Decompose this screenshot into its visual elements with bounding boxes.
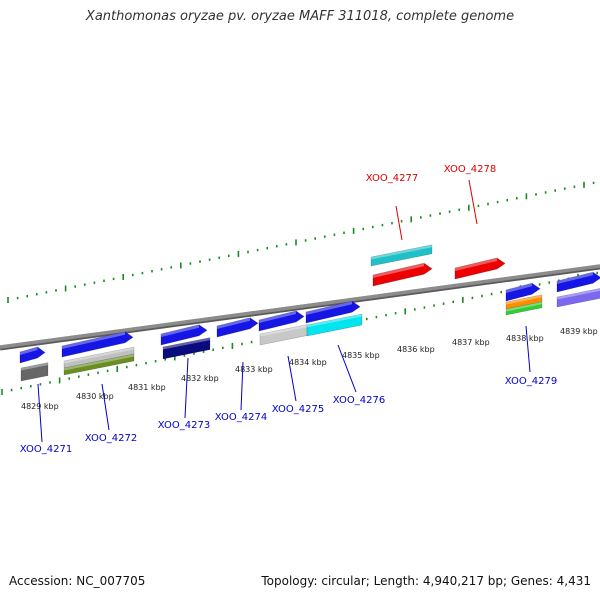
gene-leader-line [525, 325, 531, 373]
gene-arrow-highlight [455, 258, 497, 271]
tick-label: 4831 kbp [128, 383, 166, 392]
gene-feature-bar-highlight [557, 288, 600, 300]
gene-arrow [19, 346, 46, 364]
gene-arrow-highlight [62, 331, 125, 349]
gene-arrow [61, 331, 134, 358]
gene-xoo-4274 [216, 317, 259, 338]
gene-feature-bar-highlight [64, 354, 134, 371]
gene-xoo-4279 [505, 282, 543, 316]
gene-leader-line [184, 357, 189, 419]
gene-labels: XOO_4271 XOO_4272 XOO_4273 XOO_4274 XOO_4275… [20, 164, 557, 455]
gene-label: XOO_4276 [333, 395, 385, 406]
gene-feature-bar-highlight [506, 301, 542, 312]
gene-feature-bar [505, 301, 543, 316]
gene-feature-bar [162, 337, 211, 360]
gene-leader-line [287, 355, 297, 402]
gene-arrow-highlight [259, 311, 296, 323]
accession-text: Accession: NC_007705 [9, 574, 146, 588]
tick-label: 4839 kbp [560, 327, 598, 336]
gene-track [19, 244, 600, 382]
gene-feature-bar-highlight [21, 362, 48, 371]
gene-feature-bar [63, 353, 135, 376]
gene-leader-line [395, 205, 403, 241]
gene-partial [556, 271, 600, 308]
tick-label: 4836 kbp [397, 345, 435, 354]
gene-label: XOO_4277 [366, 173, 418, 184]
gene-feature-bar-highlight [371, 244, 432, 260]
tick-label: 4838 kbp [506, 334, 544, 343]
gene-arrow-highlight [306, 301, 352, 315]
gene-arrow [556, 271, 600, 293]
gene-arrow [505, 282, 541, 302]
gene-feature-bar [370, 244, 433, 267]
gene-arrow [454, 257, 506, 280]
gene-leader-line [101, 383, 110, 431]
map-title: Xanthomonas oryzae pv. oryzae MAFF 31101… [85, 9, 515, 24]
gene-label: XOO_4278 [444, 164, 496, 175]
gene-arrow-highlight [20, 347, 38, 355]
backbone-line [0, 264, 600, 349]
gene-leader-line [240, 361, 244, 411]
gene-leader-line [337, 344, 357, 393]
tick-label: 4832 kbp [181, 374, 219, 383]
topology-text: Topology: circular; Length: 4,940,217 bp… [261, 574, 591, 588]
gene-xoo-4275 [258, 310, 308, 346]
gene-label: XOO_4271 [20, 444, 72, 455]
gene-label: XOO_4272 [85, 433, 137, 444]
gene-label: XOO_4279 [505, 376, 557, 387]
gene-leader-line [37, 383, 43, 443]
gene-xoo-4276 [305, 300, 363, 337]
tick-label: 4830 kbp [76, 392, 114, 401]
gene-feature-bar-highlight [506, 294, 542, 305]
gene-label: XOO_4274 [215, 412, 267, 423]
gene-feature-bar [306, 313, 363, 337]
gene-arrow [216, 317, 259, 338]
gene-arrow-highlight [557, 272, 593, 284]
gene-xoo-4272 [61, 331, 135, 376]
gene-xoo-4277 [370, 244, 433, 287]
gene-arrow-highlight [373, 263, 424, 278]
genome-backbone [0, 264, 600, 351]
gene-feature-bar-highlight [307, 314, 362, 328]
gene-feature-bar-highlight [163, 337, 210, 350]
gene-arrow-highlight [217, 317, 250, 329]
gene-feature-bar [556, 288, 600, 308]
gene-arrow [160, 324, 208, 346]
gene-xoo-4273 [160, 324, 211, 360]
tick-label: 4834 kbp [289, 358, 327, 367]
gene-arrow [372, 262, 433, 287]
gene-xoo-4278 [454, 257, 506, 280]
gene-arrow-highlight [506, 283, 532, 293]
tick-label: 4837 kbp [452, 338, 490, 347]
gene-label: XOO_4273 [158, 420, 210, 431]
tick-label: 4829 kbp [21, 402, 59, 411]
tick-row-top [7, 181, 595, 303]
gene-label: XOO_4275 [272, 404, 324, 415]
gene-arrow [258, 310, 305, 332]
tick-labels: 4829 kbp 4830 kbp 4831 kbp 4832 kbp 4833 kbp… [21, 327, 598, 411]
gene-arrow-highlight [161, 324, 199, 337]
gene-xoo-4271 [19, 346, 49, 382]
gene-leader-line [468, 179, 478, 225]
gene-feature-bar-highlight [64, 347, 134, 364]
gene-feature-bar [20, 362, 49, 382]
tick-label: 4833 kbp [235, 365, 273, 374]
gene-feature-bar-highlight [260, 324, 307, 337]
tick-label: 4835 kbp [342, 351, 380, 360]
gene-arrow [305, 300, 361, 324]
